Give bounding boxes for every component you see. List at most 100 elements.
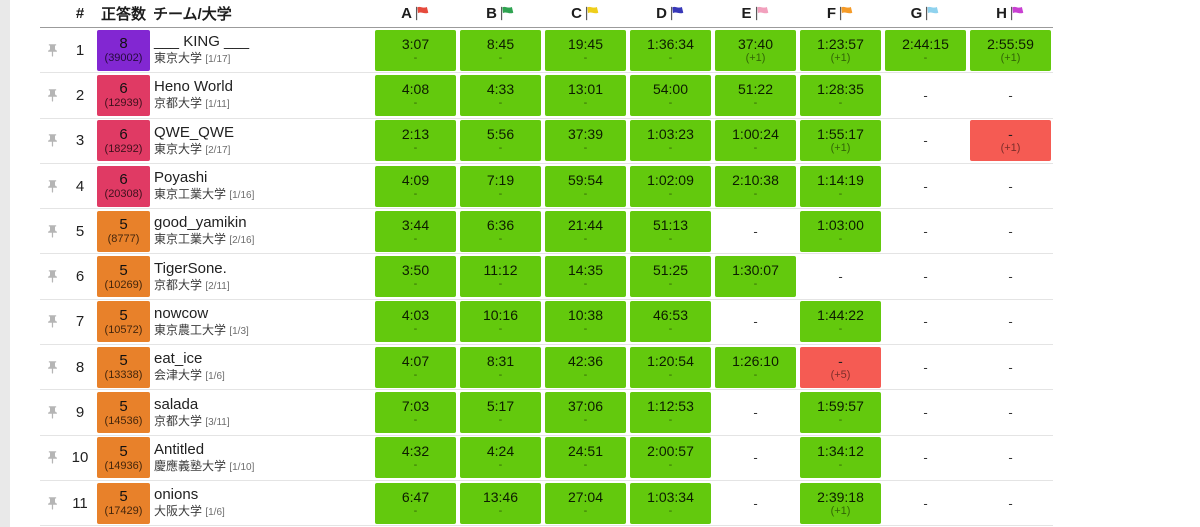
solve-time: 7:03: [401, 398, 430, 415]
no-submission-dash: -: [923, 133, 928, 149]
problem-cell-ac: 7:03-: [373, 392, 458, 434]
solved-count: 5: [119, 352, 128, 370]
problem-cell-ac: 1:26:10-: [713, 346, 798, 388]
solved-cell: 5 (14936): [95, 437, 152, 479]
attempt-count: -: [413, 51, 418, 64]
no-submission-dash: -: [1008, 450, 1013, 466]
team-name: eat_ice: [154, 350, 203, 368]
solve-time: 5:56: [486, 126, 515, 143]
attempt-count: -: [498, 232, 503, 245]
team-name: onions: [154, 486, 199, 504]
no-submission-dash: -: [923, 314, 928, 330]
attempt-count: -: [413, 504, 418, 517]
problem-cell-ac: 1:02:09-: [628, 165, 713, 207]
table-row: 2 6 (12939) Heno World 京都大学 [1/11] 4:08-4:33-…: [40, 73, 1053, 119]
problem-letter: A: [401, 5, 412, 22]
attempt-count: -: [583, 278, 588, 291]
problem-letter: C: [571, 5, 582, 22]
problem-header-H: H: [968, 5, 1053, 22]
problem-cell-ac: 7:19-: [458, 165, 543, 207]
problem-header-F: F: [798, 5, 883, 22]
solved-cell: 6 (20308): [95, 165, 152, 207]
pin-icon: [48, 451, 57, 465]
table-row: 3 6 (18292) QWE_QWE 東京大学 [2/17] 2:13-5:56-37:…: [40, 119, 1053, 164]
attempt-count: (+1): [1000, 51, 1021, 64]
team-cell: Antitled 慶應義塾大学 [1/10]: [152, 441, 373, 475]
problem-cell-ac: 8:45-: [458, 29, 543, 71]
pin-button[interactable]: [40, 179, 65, 194]
no-submission-dash: -: [923, 359, 928, 375]
pin-button[interactable]: [40, 496, 65, 511]
solve-time: 4:03: [401, 307, 430, 324]
no-submission-dash: -: [1008, 178, 1013, 194]
problem-cell-ac: 13:46-: [458, 482, 543, 524]
pin-button[interactable]: [40, 405, 65, 420]
solve-time: 7:19: [486, 171, 515, 188]
problem-cell-empty: -: [713, 314, 798, 329]
table-row: 9 5 (14536) salada 京都大学 [3/11] 7:03-5:17-37:0…: [40, 390, 1053, 436]
problem-cell-ac: 1:00:24-: [713, 120, 798, 162]
rank-label: 9: [75, 404, 85, 422]
pin-button[interactable]: [40, 133, 65, 148]
problem-header-E: E: [713, 5, 798, 22]
team-name: QWE_QWE: [154, 123, 235, 141]
solve-time: 1:59:57: [817, 398, 864, 415]
attempt-count: -: [413, 232, 418, 245]
solve-time: 2:44:15: [902, 35, 949, 52]
university-name: 東京大学 [1/17]: [154, 51, 231, 66]
attempt-count: -: [498, 323, 503, 336]
no-submission-dash: -: [1008, 405, 1013, 421]
pin-button[interactable]: [40, 269, 65, 284]
university-rank-bracket: [2/16]: [229, 235, 255, 247]
problem-cell-ac: 4:33-: [458, 74, 543, 116]
table-header-row: # 正答数 チーム/大学 A B C D E F G H: [40, 0, 1053, 28]
table-row: 10 5 (14936) Antitled 慶應義塾大学 [1/10] 4:32-4:24…: [40, 436, 1053, 481]
solve-time: 6:47: [401, 488, 430, 505]
no-submission-dash: -: [838, 269, 843, 285]
solved-count: 5: [119, 442, 128, 460]
team-cell: Poyashi 東京工業大学 [1/16]: [152, 169, 373, 203]
problem-cell-ac: 1:36:34-: [628, 29, 713, 71]
university-rank-bracket: [1/6]: [205, 371, 225, 383]
solve-time: 19:45: [567, 35, 604, 52]
attempt-count: -: [583, 459, 588, 472]
attempt-count: -: [583, 414, 588, 427]
problem-cell-empty: -: [713, 496, 798, 511]
penalty-total: (14536): [104, 414, 143, 427]
pin-button[interactable]: [40, 88, 65, 103]
attempt-count: -: [668, 142, 673, 155]
problem-cell-empty: -: [968, 314, 1053, 329]
attempt-count: -: [838, 323, 843, 336]
team-name: TigerSone.: [154, 259, 227, 277]
solve-time: 42:36: [567, 352, 604, 369]
pin-button[interactable]: [40, 224, 65, 239]
problem-cell-empty: -: [883, 179, 968, 194]
solved-cell: 5 (10269): [95, 256, 152, 298]
attempt-count: -: [498, 368, 503, 381]
problem-cell-empty: -: [968, 224, 1053, 239]
pin-button[interactable]: [40, 360, 65, 375]
pin-button[interactable]: [40, 450, 65, 465]
problem-cell-ac: 6:36-: [458, 210, 543, 252]
problem-cell-ac: 2:10:38-: [713, 165, 798, 207]
solve-time: 1:23:57: [817, 35, 864, 52]
attempt-count: -: [753, 187, 758, 200]
attempt-count: -: [583, 323, 588, 336]
problem-cell-ac: 2:44:15-: [883, 29, 968, 71]
rank-label: 8: [75, 358, 85, 376]
solve-time: 13:01: [567, 80, 604, 97]
university-rank-bracket: [1/11]: [205, 99, 230, 111]
solve-time: 10:16: [482, 307, 519, 324]
problem-cell-ac: 54:00-: [628, 74, 713, 116]
pin-button[interactable]: [40, 43, 65, 58]
attempt-count: -: [498, 278, 503, 291]
pin-button[interactable]: [40, 314, 65, 329]
attempt-count: -: [838, 232, 843, 245]
solved-cell: 6 (18292): [95, 120, 152, 162]
attempt-count: -: [583, 142, 588, 155]
attempt-count: -: [498, 51, 503, 64]
solved-count: 6: [119, 171, 128, 189]
team-cell: salada 京都大学 [3/11]: [152, 396, 373, 430]
attempt-count: -: [753, 96, 758, 109]
attempt-count: -: [583, 96, 588, 109]
